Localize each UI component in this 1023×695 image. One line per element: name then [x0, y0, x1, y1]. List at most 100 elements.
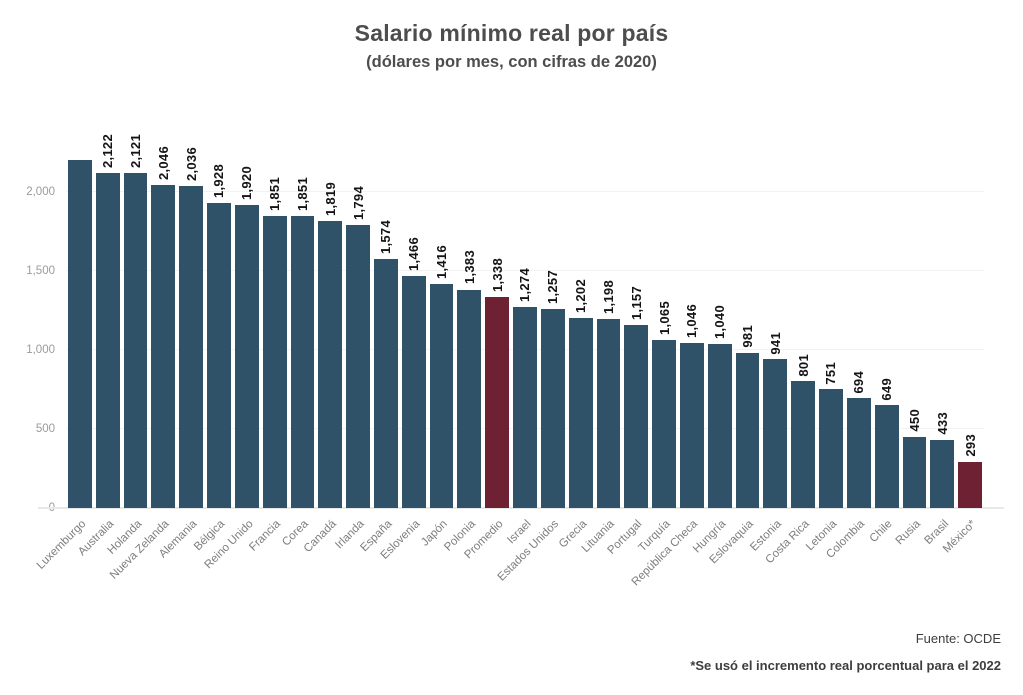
bar-value-label-wrap: 1,416	[428, 245, 456, 279]
bar-value-label: 1,928	[211, 164, 227, 199]
bar-group: 801 Costa Rica	[763, 119, 817, 566]
bar-value-label: 981	[740, 325, 756, 349]
bar	[318, 220, 343, 508]
category-label: Rusia	[893, 518, 923, 548]
bar-group: 1,198 Lituania	[580, 119, 623, 555]
bar-value-label-wrap: 1,065	[650, 301, 678, 335]
bar-group: 1,065 Turquía	[636, 119, 678, 554]
bar-value-label: 801	[795, 353, 811, 377]
bar-value-label: 1,819	[322, 181, 338, 216]
bar-value-label-wrap: 2,046	[149, 146, 177, 180]
bar-group: 2,122 Australia	[76, 119, 122, 558]
bar-value-label-wrap: 1,198	[595, 280, 623, 314]
bar-value-label-wrap: 1,794	[344, 186, 372, 220]
bar-group: 941 Estonia	[748, 119, 789, 554]
bar	[930, 439, 955, 508]
bar-value-label-wrap: 1,040	[706, 305, 734, 339]
bar-group: 1,040 Hungría	[691, 119, 734, 555]
bar-value-label: 1,040	[712, 304, 728, 339]
bar-value-label: 1,794	[350, 185, 366, 220]
bar-group: Luxemburgo	[35, 119, 94, 572]
y-axis-tick-label: 2,000	[26, 186, 55, 198]
bar	[234, 204, 259, 508]
bar-value-label: 1,574	[378, 220, 394, 255]
bar-highlighted	[958, 461, 982, 508]
bar	[819, 389, 843, 508]
bar-group: 1,046 República Checa	[630, 119, 706, 588]
bar-group: 450 Rusia	[894, 119, 929, 547]
bar-value-label-wrap: 450	[901, 409, 929, 432]
bar-value-label-wrap: 941	[761, 332, 789, 355]
bar	[346, 224, 370, 508]
bar	[596, 318, 621, 508]
bar-value-label-wrap: 649	[873, 378, 901, 401]
bar-group: 1,383 Polonia	[442, 119, 483, 554]
bar-value-label-wrap: 2,036	[177, 147, 205, 181]
bar-group: 1,466 Eslovenia	[378, 119, 428, 562]
bar-value-label-wrap: 1,851	[289, 177, 317, 211]
gridline	[66, 191, 984, 192]
bar	[68, 160, 92, 508]
bar	[95, 172, 120, 508]
bar	[624, 325, 649, 508]
bar-value-label-wrap: 1,046	[678, 304, 706, 338]
bar-group: 1,920 Reino Unido	[202, 119, 261, 571]
bar-value-label: 2,046	[155, 145, 171, 180]
bar	[179, 186, 204, 508]
bar-value-label-wrap: 1,274	[511, 268, 539, 302]
bar	[652, 339, 676, 508]
bar-group: 293 México*	[941, 119, 984, 555]
y-axis-tick-label: 1,000	[26, 344, 55, 356]
bar-value-label: 941	[767, 331, 783, 355]
bar-value-label: 1,274	[517, 267, 533, 302]
bar-value-label: 2,121	[128, 133, 144, 168]
bar-value-label-wrap: 1,157	[622, 286, 650, 320]
bar-group: 981 Eslovaquia	[708, 119, 762, 566]
bar-group: 1,202 Grecia	[557, 119, 595, 550]
bar	[707, 343, 732, 508]
bar	[874, 405, 899, 508]
bar	[123, 172, 148, 508]
bar-value-label: 1,416	[434, 245, 450, 280]
bar-value-label-wrap: 801	[789, 354, 817, 377]
bar-group: 694 Colombia	[824, 119, 873, 561]
bar-value-label: 1,383	[461, 250, 477, 285]
bar-group: 1,819 Canadá	[302, 119, 344, 555]
bar-value-label: 694	[851, 370, 867, 394]
bar-value-label-wrap: 1,920	[233, 166, 261, 200]
bar-value-label-wrap: 1,574	[372, 220, 400, 254]
bar	[429, 284, 454, 508]
bar-group: 1,157 Portugal	[606, 119, 650, 557]
x-axis-line	[38, 507, 1004, 509]
bar-value-label: 1,202	[573, 279, 589, 314]
bar-value-label: 293	[962, 434, 978, 457]
bar-value-label: 1,920	[239, 165, 255, 200]
bar-value-label: 751	[823, 361, 839, 385]
bar-group: 1,851 Corea	[280, 119, 317, 549]
bar-value-label-wrap: 433	[928, 412, 956, 435]
chart-subtitle: (dólares por mes, con cifras de 2020)	[366, 53, 657, 71]
bar-group: 1,574 España	[358, 119, 400, 554]
bar-value-label: 1,198	[600, 279, 616, 314]
source-note: Fuente: OCDE	[915, 631, 1001, 646]
bar	[846, 398, 871, 508]
bar-group: 2,121 Holanda	[105, 119, 150, 557]
footnote: *Se usó el incremento real porcentual pa…	[690, 658, 1001, 673]
bar-group: 1,851 Francia	[248, 119, 289, 554]
bar-value-label: 1,157	[628, 286, 644, 321]
bar	[735, 353, 760, 508]
bar-value-label-wrap: 2,121	[122, 134, 150, 168]
bar-group: 649 Chile	[868, 119, 901, 545]
bar	[262, 215, 287, 508]
bar-group: 1,416 Japón	[419, 119, 456, 549]
bar	[791, 381, 816, 508]
bar	[902, 436, 927, 508]
bar-value-label-wrap: 1,819	[316, 182, 344, 216]
bar-group: 1,257 Estados Unidos	[496, 119, 567, 583]
bar-value-label: 2,036	[183, 147, 199, 182]
bar-value-label: 1,851	[294, 176, 310, 211]
bar-value-label: 649	[879, 377, 895, 401]
bar	[513, 306, 537, 508]
gridline	[66, 270, 984, 271]
